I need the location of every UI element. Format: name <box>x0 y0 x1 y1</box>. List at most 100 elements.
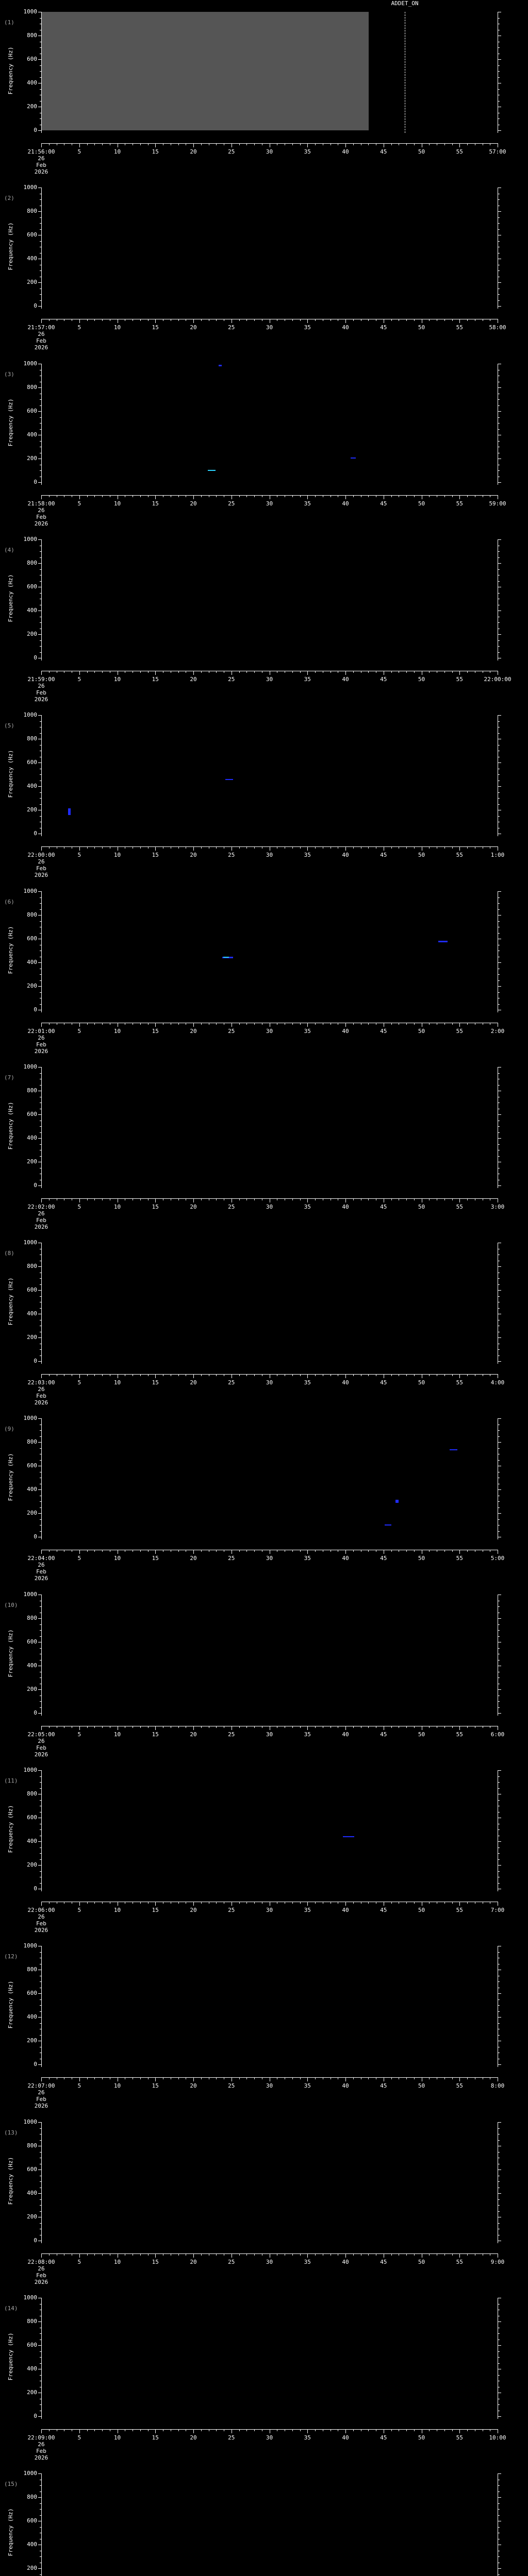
time-axis-tick <box>300 1902 301 1904</box>
y-axis-tick <box>40 47 41 48</box>
time-axis-tick <box>353 2430 354 2431</box>
y-axis-tick <box>498 1132 500 1133</box>
y-axis-tick <box>498 241 500 242</box>
frequency-axis-label: Frequency (Hz) <box>7 222 14 270</box>
y-axis-tick <box>498 1713 501 1714</box>
y-axis-tick <box>40 1800 41 1801</box>
end-time-label: 9:00 <box>490 2259 505 2265</box>
date-label: 26 <box>38 2265 45 2272</box>
y-axis-tick <box>498 2181 500 2182</box>
spectrogram-panel: (15)Frequency (Hz)1000800600400200051015… <box>0 2462 528 2576</box>
time-axis-tick <box>307 847 308 851</box>
time-axis-tick <box>315 2430 316 2431</box>
time-axis-tick <box>102 1902 103 1904</box>
time-axis-tick <box>79 1726 80 1730</box>
y-axis-tick <box>498 786 501 787</box>
y-axis-tick <box>498 1085 500 1086</box>
time-axis-tick <box>246 2078 247 2079</box>
y-tick-label: 400 <box>27 2013 37 2020</box>
time-axis-tick <box>79 1023 80 1027</box>
y-tick-label: 600 <box>27 2342 37 2348</box>
time-axis-tick <box>49 1550 50 1552</box>
time-axis-tick <box>155 144 156 147</box>
x-tick-label: 5 <box>77 1731 81 1738</box>
y-axis-tick <box>498 1126 500 1127</box>
time-axis-tick <box>429 1902 430 1904</box>
y-axis-tick <box>498 2351 500 2352</box>
time-axis-tick <box>444 144 445 145</box>
time-axis-tick <box>41 1375 42 1378</box>
time-axis-tick <box>368 1199 369 1200</box>
x-tick-label: 30 <box>266 148 273 155</box>
time-axis-tick <box>41 496 42 499</box>
y-tick-label: 1000 <box>23 360 38 367</box>
y-tick-label: 600 <box>27 56 37 62</box>
y-axis-tick <box>498 65 500 66</box>
y-axis-tick <box>498 1630 500 1631</box>
time-axis-tick <box>414 1199 415 1200</box>
time-axis-tick <box>345 2254 346 2258</box>
x-tick-label: 55 <box>456 2434 463 2441</box>
time-axis-tick <box>246 1199 247 1200</box>
time-axis-tick <box>102 1375 103 1376</box>
x-tick-label: 10 <box>113 852 121 858</box>
time-axis-tick <box>429 2078 430 2079</box>
time-axis-tick <box>459 1902 460 1906</box>
x-tick-label: 25 <box>228 500 235 507</box>
y-axis-tick <box>40 441 41 442</box>
y-axis-tick <box>498 1004 500 1005</box>
frequency-axis-label: Frequency (Hz) <box>7 46 14 95</box>
y-axis-tick <box>40 2527 41 2528</box>
time-axis-tick <box>49 1375 50 1376</box>
time-axis-tick <box>41 1199 42 1202</box>
time-axis-tick <box>452 847 453 849</box>
time-axis-tick <box>178 1199 179 1200</box>
x-tick-label: 15 <box>152 1028 159 1035</box>
time-axis-tick <box>216 496 217 497</box>
time-axis-tick <box>79 144 80 147</box>
y-axis-tick <box>498 539 501 540</box>
y-axis-tick <box>498 2140 500 2141</box>
time-axis <box>41 2429 498 2430</box>
y-tick-label: 1000 <box>23 1767 38 1773</box>
time-axis-tick <box>94 1199 95 1200</box>
spectrogram-panel: (7) Frequency (Hz) 1000 800 600 400 200 0 5 10 15 2… <box>0 1055 528 1231</box>
time-axis-tick <box>155 847 156 851</box>
y-axis-left <box>41 2298 42 2419</box>
y-tick-label: 800 <box>27 911 37 918</box>
y-axis-tick <box>498 1418 501 1419</box>
end-time-label: 3:00 <box>490 1204 505 1210</box>
time-axis-tick <box>193 1199 194 1202</box>
time-axis-tick <box>79 2430 80 2433</box>
time-axis-tick <box>178 1726 179 1728</box>
time-axis-tick <box>49 1902 50 1904</box>
time-axis-tick <box>406 671 407 673</box>
time-axis-tick <box>239 1023 240 1025</box>
y-tick-label: 0 <box>34 1358 37 1364</box>
time-axis-tick <box>155 2430 156 2433</box>
time-axis-tick <box>368 319 369 321</box>
y-tick-label: 200 <box>27 1158 37 1165</box>
y-axis-tick <box>498 1952 500 1953</box>
y-axis-tick <box>38 563 41 564</box>
y-axis-tick <box>498 1981 500 1982</box>
y-axis-tick <box>498 915 501 916</box>
y-axis-left <box>41 1243 42 1364</box>
x-tick-label: 30 <box>266 2434 273 2441</box>
y-tick-label: 200 <box>27 279 37 285</box>
time-axis-tick <box>414 2430 415 2431</box>
date-label: 26 <box>38 858 45 865</box>
x-tick-label: 55 <box>456 1555 463 1562</box>
x-tick-label: 10 <box>113 2259 121 2265</box>
time-axis-tick <box>254 2078 255 2079</box>
time-axis-tick <box>406 847 407 849</box>
time-axis-tick <box>140 496 141 497</box>
x-tick-label: 20 <box>190 1555 197 1562</box>
time-axis-tick <box>155 1023 156 1027</box>
y-axis-tick <box>498 1308 500 1309</box>
date-label: Feb <box>36 2096 46 2103</box>
start-time-label: 21:56:00 <box>27 148 55 155</box>
time-axis <box>41 2077 498 2078</box>
y-tick-label: 400 <box>27 2365 37 2372</box>
x-tick-label: 30 <box>266 1555 273 1562</box>
